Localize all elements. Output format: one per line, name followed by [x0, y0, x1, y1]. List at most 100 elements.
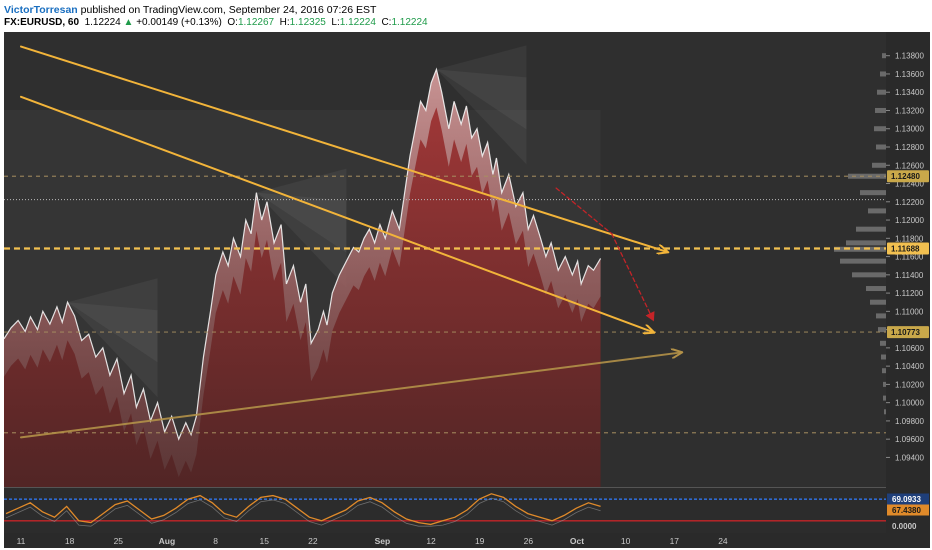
y-tick-label: 1.12400: [895, 180, 924, 189]
y-tick-label: 1.13200: [895, 106, 924, 115]
price-tag: [887, 170, 929, 183]
y-tick-label: 1.10400: [895, 362, 924, 371]
price-tag-label: 1.10773: [891, 328, 920, 337]
price-tag: [887, 326, 929, 339]
volume-bar: [872, 162, 886, 168]
projection: [611, 233, 655, 322]
price-tag: [887, 242, 929, 255]
y-tick-label: 1.09600: [895, 435, 924, 444]
y-tick-label: 1.12200: [895, 198, 924, 207]
fan-ray: [67, 302, 158, 363]
x-tick-label: 19: [475, 536, 485, 546]
y-tick-label: 1.13000: [895, 125, 924, 134]
price-axis-background: [886, 32, 930, 533]
y-tick-label: 1.11400: [895, 271, 924, 280]
volume-bar: [848, 173, 886, 179]
x-tick-label: 25: [114, 536, 124, 546]
x-tick-label: Aug: [159, 536, 176, 546]
price-tag-label: 1.12480: [891, 172, 920, 181]
volume-profile: [834, 53, 886, 415]
trend-line: [20, 352, 681, 439]
x-tick-label: 10: [621, 536, 631, 546]
price-fan-shading: [67, 45, 527, 398]
last-price: 1.12224: [84, 17, 121, 28]
volume-bar: [874, 126, 886, 132]
osc-value-label: 67.4380: [892, 506, 921, 515]
osc-value-tag: [887, 493, 929, 505]
y-tick-label: 1.12000: [895, 216, 924, 225]
time-axis-background: [4, 533, 930, 548]
volume-bar: [860, 190, 886, 196]
time-axis: 11 18 25 Aug 8 15 22 Sep 12 19 26 Oct 10 17 24: [17, 536, 728, 546]
x-tick-label: 24: [718, 536, 728, 546]
y-tick-label: 1.10000: [895, 399, 924, 408]
x-tick-label: 15: [260, 536, 270, 546]
volume-bar: [876, 313, 886, 319]
osc-value-tag: [887, 504, 929, 516]
oscillator-pane-background: [4, 488, 886, 533]
x-tick-label: 26: [524, 536, 534, 546]
publish-text: published on TradingView.com, September …: [80, 4, 377, 16]
price-tag-label: 1.11688: [891, 245, 920, 254]
x-tick-label: Sep: [375, 536, 391, 546]
volume-bar: [846, 240, 886, 246]
osc-value-label: 69.0933: [892, 495, 921, 504]
x-tick-label: Oct: [570, 536, 584, 546]
open-value: 1.12267: [237, 17, 275, 28]
volume-bar: [881, 354, 886, 360]
close-label: C:: [381, 17, 392, 28]
price-change: +0.00149 (+0.13%): [136, 17, 222, 28]
volume-bar: [868, 208, 886, 214]
x-tick-label: 22: [308, 536, 318, 546]
osc-value-label: 0.0000: [892, 522, 917, 531]
symbol-legend: FX:EURUSD, 60 1.12224 ▲ +0.00149 (+0.13%…: [4, 17, 428, 28]
author-name[interactable]: VictorTorresan: [4, 4, 78, 16]
symbol-name[interactable]: FX:EURUSD, 60: [4, 17, 80, 28]
x-tick-label: 11: [17, 536, 26, 546]
volume-bar: [878, 327, 886, 333]
volume-bar: [884, 409, 886, 415]
x-tick-label: 12: [426, 536, 436, 546]
fan-ray: [436, 45, 527, 165]
low-value: 1.12224: [339, 17, 376, 28]
volume-bar: [882, 53, 886, 59]
fan-ray: [436, 69, 527, 130]
volume-bar: [852, 272, 886, 278]
volume-bar: [840, 258, 886, 264]
volume-bar: [875, 107, 886, 113]
y-tick-label: 1.10200: [895, 380, 924, 389]
x-tick-label: 17: [670, 536, 680, 546]
osc-value-tag: [887, 520, 929, 532]
y-tick-label: 1.09800: [895, 417, 924, 426]
x-tick-label: 8: [213, 536, 218, 546]
close-value: 1.12224: [391, 17, 428, 28]
y-tick-label: 1.11000: [895, 307, 924, 316]
volume-bar: [883, 395, 886, 401]
volume-bar: [870, 299, 886, 305]
volume-bar: [866, 286, 886, 292]
y-tick-label: 1.13800: [895, 52, 924, 61]
volume-bar: [883, 381, 886, 387]
y-tick-label: 1.13400: [895, 88, 924, 97]
volume-bar: [880, 71, 886, 77]
y-tick-label: 1.10600: [895, 344, 924, 353]
low-label: L:: [331, 17, 340, 28]
y-tick-label: 1.12800: [895, 143, 924, 152]
fan-ray: [256, 168, 347, 288]
publish-info: VictorTorresan published on TradingView.…: [4, 4, 376, 16]
volume-bar: [882, 368, 886, 374]
high-value: 1.12325: [289, 17, 326, 28]
osc-signal-line: [5, 497, 601, 527]
oscillator: 69.0933 67.4380 0.0000: [4, 493, 929, 532]
y-tick-label: 1.12600: [895, 161, 924, 170]
y-tick-label: 1.11200: [895, 289, 924, 298]
volume-bar: [876, 144, 886, 150]
trend-line: [20, 45, 667, 252]
fan-ray: [67, 278, 158, 398]
price-axis: 1.13800 1.13600 1.13400 1.13200 1.13000 1.128…: [886, 52, 929, 462]
trend-line: [20, 95, 653, 333]
volume-bar: [880, 340, 886, 346]
up-arrow-icon: ▲: [123, 17, 134, 28]
